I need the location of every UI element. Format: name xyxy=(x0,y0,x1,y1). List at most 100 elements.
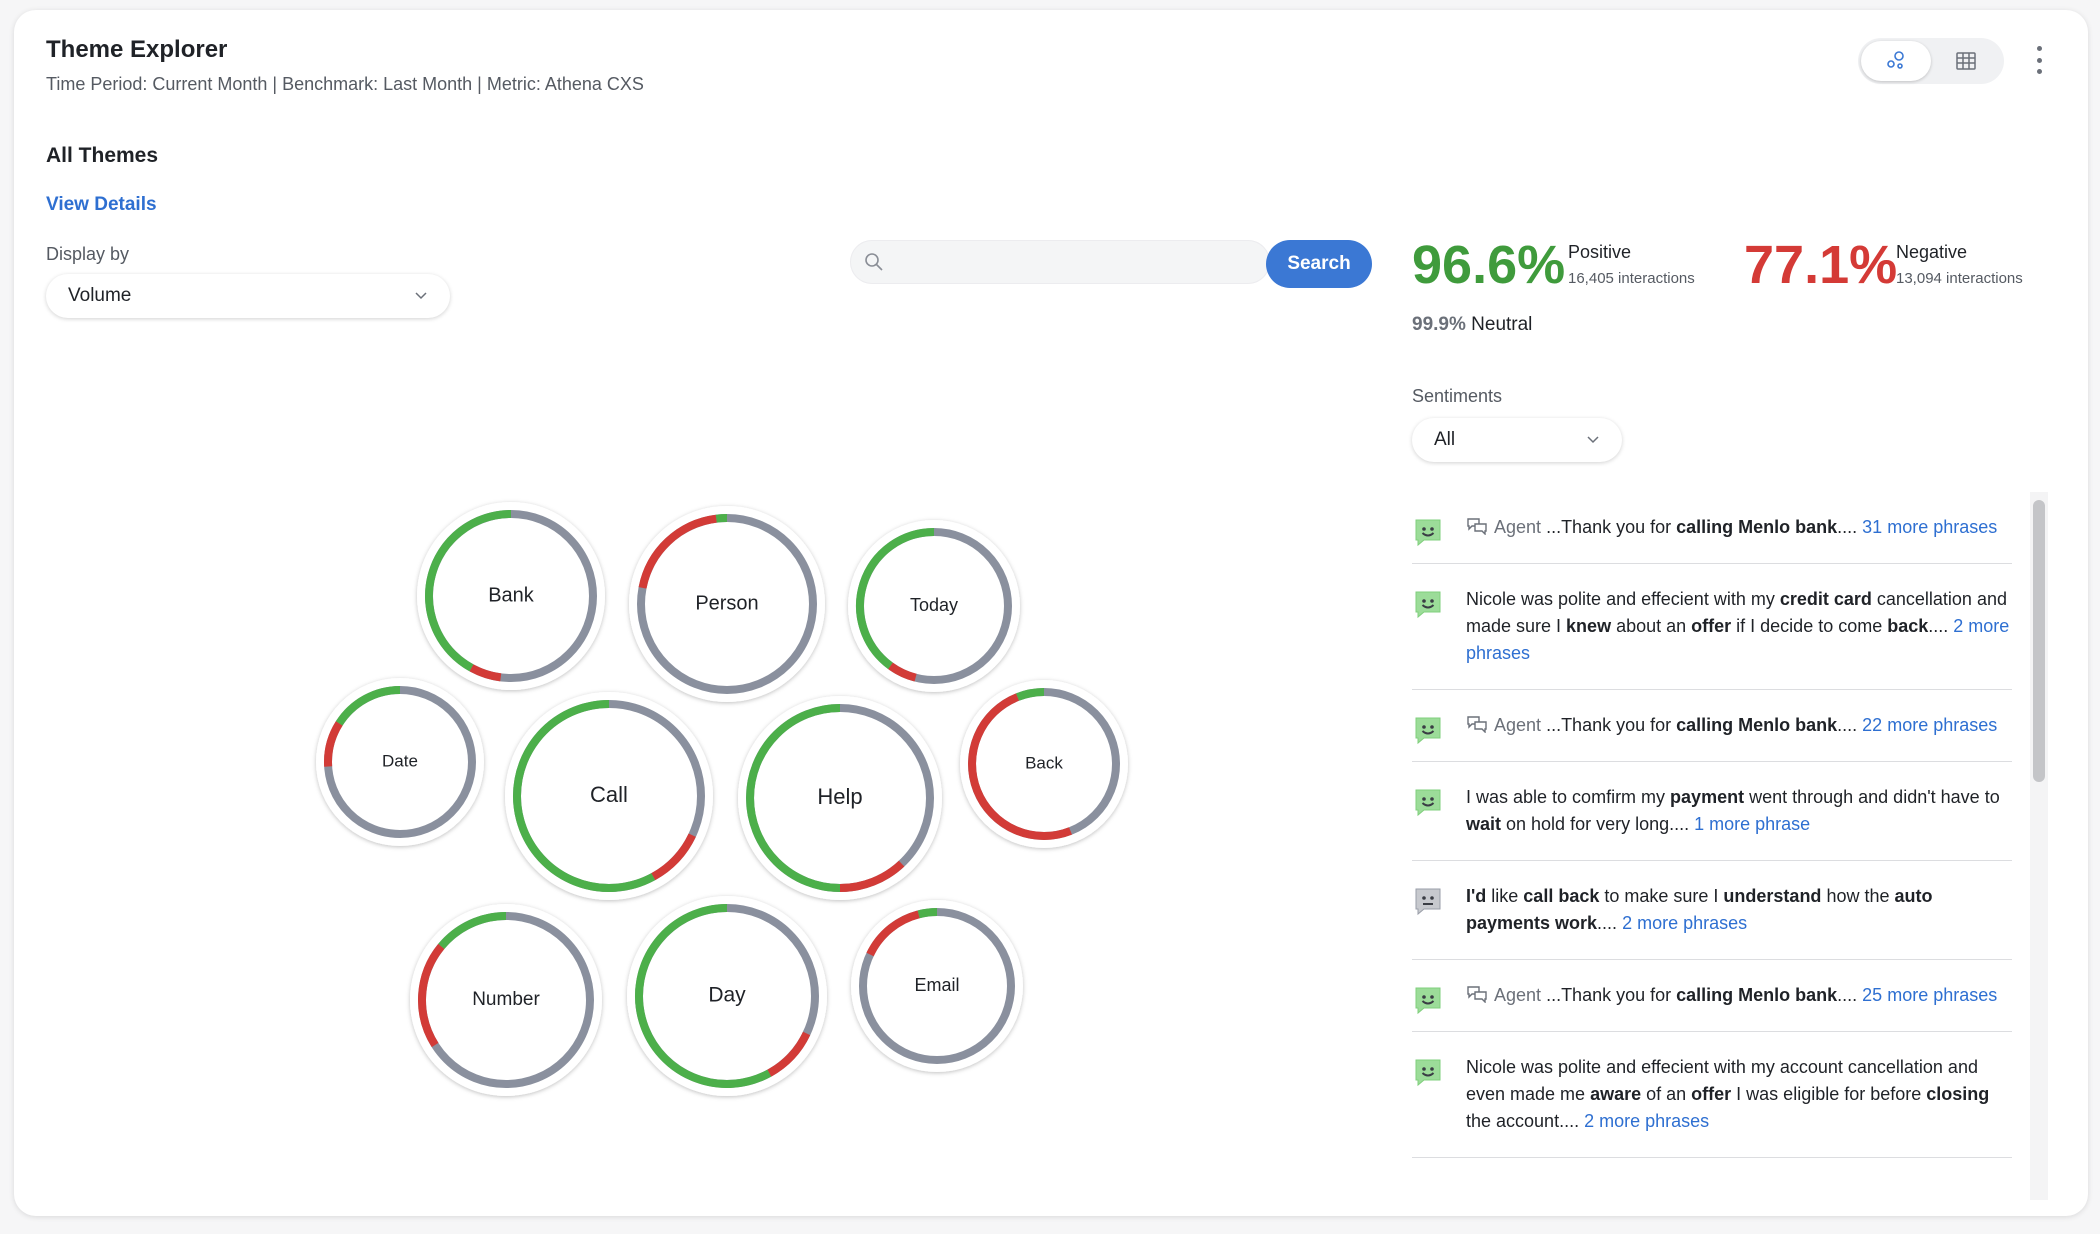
phrase-item[interactable]: Nicole was polite and effecient with my … xyxy=(1412,564,2012,690)
phrase-text: like xyxy=(1486,886,1524,906)
bubble-background xyxy=(738,696,942,900)
positive-sentiment-icon xyxy=(1415,1059,1441,1087)
bubble-negative-arc xyxy=(469,664,502,682)
phrase-text: cancellation and made sure I xyxy=(1466,589,2007,636)
neutral-percentage: 99.9% xyxy=(1412,314,1466,335)
positive-label: Positive xyxy=(1568,242,1632,262)
chevron-down-icon xyxy=(415,292,427,300)
negative-percentage: 77.1% xyxy=(1744,235,1898,295)
positive-sentiment-icon xyxy=(1415,717,1441,745)
phrase-text: I'd xyxy=(1466,886,1487,906)
positive-sentiment-icon xyxy=(1415,519,1441,547)
bubble-negative-arc xyxy=(866,910,920,957)
bubble-view-button[interactable] xyxy=(1861,41,1931,81)
phrase-item[interactable]: I'd like call back to make sure I unders… xyxy=(1412,861,2012,960)
bubble-label: Email xyxy=(914,975,959,995)
phrase-text: offer xyxy=(1691,1084,1732,1104)
bubble-label: Help xyxy=(817,784,862,809)
display-by-select[interactable]: Volume xyxy=(46,274,450,318)
bubble-background xyxy=(417,502,605,690)
more-phrases-link[interactable]: 22 more phrases xyxy=(1862,715,1998,735)
phrase-text: on hold for very long.... xyxy=(1501,814,1695,834)
view-details-link[interactable]: View Details xyxy=(46,194,157,215)
phrase-item[interactable]: Agent ...Thank you for calling Menlo ban… xyxy=(1412,492,2012,564)
agent-label: Agent xyxy=(1494,715,1542,735)
more-phrases-link[interactable]: 31 more phrases xyxy=(1862,517,1998,537)
phrase-text: back xyxy=(1887,616,1929,636)
phrase-text: calling Menlo bank xyxy=(1676,517,1838,537)
agent-label: Agent xyxy=(1494,517,1542,537)
bubble-background xyxy=(505,692,713,900)
bubble-positive-arc xyxy=(635,904,772,1088)
phrase-text: knew xyxy=(1566,616,1612,636)
bubble-positive-arc xyxy=(438,912,507,950)
page-title: Theme Explorer xyxy=(46,36,228,63)
theme-bubble-day[interactable]: Day xyxy=(627,896,827,1096)
phrase-text: closing xyxy=(1926,1084,1990,1104)
phrase-list: Agent ...Thank you for calling Menlo ban… xyxy=(1412,492,2012,1200)
phrase-text: about an xyxy=(1611,616,1692,636)
bubble-negative-arc xyxy=(888,662,917,682)
theme-bubble-today[interactable]: Today xyxy=(848,520,1020,692)
phrase-text: wait xyxy=(1466,814,1502,834)
kebab-menu-icon[interactable] xyxy=(2032,42,2046,78)
section-title: All Themes xyxy=(46,144,159,167)
chat-bubbles-icon xyxy=(1467,518,1487,536)
phrase-text: calling Menlo bank xyxy=(1676,985,1838,1005)
positive-sentiment-icon xyxy=(1415,789,1441,817)
bubble-background xyxy=(851,900,1023,1072)
phrase-text: offer xyxy=(1691,616,1732,636)
theme-explorer-card: Theme Explorer Time Period: Current Mont… xyxy=(14,10,2088,1216)
more-phrases-link[interactable]: 2 more phrases xyxy=(1622,913,1748,933)
more-phrases-link[interactable]: 1 more phrase xyxy=(1694,814,1811,834)
table-view-button[interactable] xyxy=(1931,41,2001,81)
positive-percentage: 96.6% xyxy=(1412,235,1566,295)
more-phrases-link[interactable]: 2 more phrases xyxy=(1466,616,2010,663)
more-phrases-link[interactable]: 2 more phrases xyxy=(1584,1111,1710,1131)
bubble-label: Bank xyxy=(488,584,535,606)
bubble-positive-arc xyxy=(1016,688,1045,701)
phrase-text: I was able to comfirm my xyxy=(1466,787,1671,807)
agent-label: Agent xyxy=(1494,985,1542,1005)
sentiments-select[interactable]: All xyxy=(1412,418,1622,462)
theme-bubble-back[interactable]: Back xyxy=(960,680,1128,848)
search-icon xyxy=(865,253,883,271)
phrase-text: .... xyxy=(1837,985,1863,1005)
bubble-label: Number xyxy=(472,989,540,1010)
search-button[interactable]: Search xyxy=(1266,240,1372,288)
phrase-text: of an xyxy=(1641,1084,1692,1104)
scrollbar-thumb[interactable] xyxy=(2033,500,2045,782)
phrase-item[interactable]: Agent ...Thank you for calling Menlo ban… xyxy=(1412,690,2012,762)
bubble-background xyxy=(960,680,1128,848)
bubble-positive-arc xyxy=(513,700,656,892)
phrase-item[interactable]: Nicole was polite and effecient with my … xyxy=(1412,1032,2012,1158)
phrase-text: how the xyxy=(1821,886,1895,906)
phrase-text: credit card xyxy=(1779,589,1872,609)
theme-bubble-person[interactable]: Person xyxy=(629,506,825,702)
theme-bubble-call[interactable]: Call xyxy=(505,692,713,900)
bubble-label: Today xyxy=(910,595,958,615)
theme-bubble-number[interactable]: Number xyxy=(410,904,602,1096)
theme-bubble-bank[interactable]: Bank xyxy=(417,502,605,690)
bubble-background xyxy=(316,678,484,846)
bubble-negative-arc xyxy=(839,860,905,892)
theme-bubble-help[interactable]: Help xyxy=(738,696,942,900)
bubble-negative-arc xyxy=(638,514,717,589)
phrase-text: Nicole was polite and effecient with my … xyxy=(1466,1057,1978,1104)
search-input[interactable] xyxy=(894,251,1254,273)
theme-bubble-date[interactable]: Date xyxy=(316,678,484,846)
theme-bubble-email[interactable]: Email xyxy=(851,900,1023,1072)
neutral-sentiment-icon xyxy=(1415,888,1441,916)
phrase-list-scrollbar[interactable] xyxy=(2030,492,2048,1200)
bubble-positive-arc xyxy=(856,528,935,670)
view-toggle xyxy=(1858,38,2004,84)
theme-bubble-chart: Bank Person Today Date Call Help Back Number Day… xyxy=(316,502,1128,1096)
more-phrases-link[interactable]: 25 more phrases xyxy=(1862,985,1998,1005)
phrase-item[interactable]: Agent ...Thank you for calling Menlo ban… xyxy=(1412,960,2012,1032)
phrase-text: ...Thank you for xyxy=(1546,715,1677,735)
phrase-text: auto payments work xyxy=(1466,886,1933,933)
bubble-background xyxy=(410,904,602,1096)
phrase-text: to make sure I xyxy=(1599,886,1724,906)
phrase-item[interactable]: I was able to comfirm my payment went th… xyxy=(1412,762,2012,861)
phrase-text: .... xyxy=(1837,715,1863,735)
